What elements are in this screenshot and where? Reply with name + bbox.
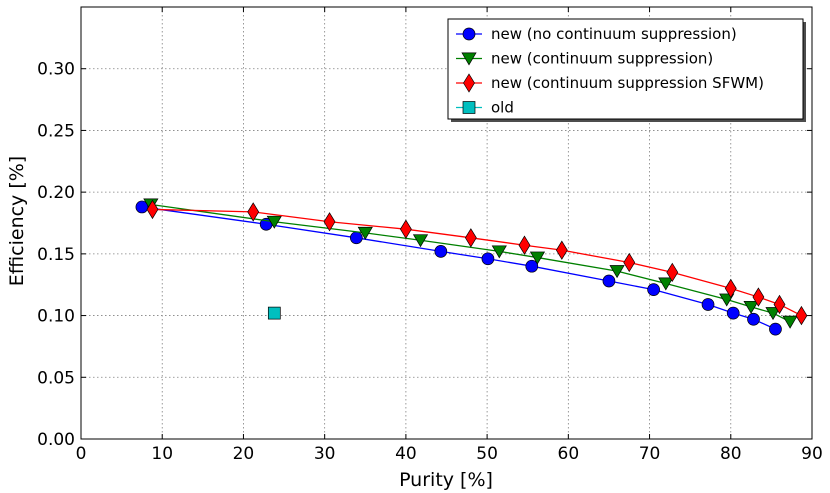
legend: new (no continuum suppression) new (conti… <box>447 18 806 122</box>
legend-label: new (continuum suppression SFWM) <box>491 74 764 92</box>
y-axis-title: Efficiency [%] <box>6 156 28 286</box>
data-point <box>747 312 760 326</box>
data-point <box>647 283 660 297</box>
series-3 <box>146 199 808 326</box>
data-point <box>743 300 759 314</box>
data-point <box>795 305 808 326</box>
y-tick-label: 0.15 <box>37 245 75 265</box>
series-1 <box>135 200 782 336</box>
data-point <box>769 322 782 336</box>
y-tick-label: 0.20 <box>37 183 75 203</box>
data-point <box>412 234 429 248</box>
series-4 <box>267 306 281 320</box>
data-point <box>765 307 781 321</box>
x-tick-label: 40 <box>395 444 417 464</box>
data-point <box>323 212 336 232</box>
x-tick-label: 80 <box>720 444 742 464</box>
legend-box <box>447 18 804 120</box>
x-axis-title: Purity [%] <box>399 469 493 491</box>
axis-ticks: 0 10 20 30 40 50 60 70 80 90 0.00 0.05 0.10 0.15 0.20 0… <box>37 7 823 464</box>
data-point <box>349 231 363 245</box>
data-point <box>726 306 740 320</box>
y-tick-label: 0.30 <box>37 60 75 80</box>
series-line <box>150 203 791 323</box>
legend-marker <box>462 101 476 114</box>
legend-entry: new (continuum suppression) <box>456 50 713 68</box>
data-point <box>773 294 786 315</box>
series-2 <box>143 198 798 329</box>
data-point <box>247 202 260 222</box>
data-point <box>602 274 616 288</box>
x-tick-label: 30 <box>314 444 336 464</box>
y-tick-label: 0.05 <box>37 368 75 388</box>
y-tick-label: 0.00 <box>37 430 75 450</box>
data-point <box>623 252 636 273</box>
legend-marker <box>461 52 477 66</box>
legend-label: old <box>491 99 514 117</box>
data-point <box>666 262 679 283</box>
data-point <box>357 226 373 240</box>
legend-entry: new (continuum suppression SFWM) <box>456 73 764 93</box>
x-tick-label: 90 <box>801 444 823 464</box>
data-point <box>146 199 159 220</box>
data-point <box>752 287 765 307</box>
data-point <box>464 228 477 248</box>
data-point <box>481 252 495 266</box>
y-tick-label: 0.10 <box>37 307 75 327</box>
data-point <box>491 245 507 259</box>
plot-area-frame <box>80 6 813 440</box>
series-line <box>141 206 776 330</box>
x-tick-label: 60 <box>558 444 580 464</box>
y-tick-label: 0.25 <box>37 121 75 141</box>
data-point <box>701 298 715 311</box>
legend-entry: new (no continuum suppression) <box>456 25 737 43</box>
x-tick-label: 20 <box>233 444 255 464</box>
x-tick-label: 0 <box>76 444 87 464</box>
data-point <box>609 265 625 279</box>
data-point <box>135 200 149 214</box>
x-tick-label: 10 <box>151 444 173 464</box>
legend-entry: old <box>456 99 514 117</box>
data-point <box>724 278 737 299</box>
x-tick-label: 70 <box>639 444 661 464</box>
series-layer <box>135 198 808 336</box>
data-point <box>529 251 546 265</box>
data-point <box>555 240 568 260</box>
data-point <box>525 259 539 273</box>
data-point <box>399 219 412 239</box>
legend-marker <box>462 27 476 41</box>
legend-label: new (no continuum suppression) <box>491 25 737 43</box>
legend-label: new (continuum suppression) <box>491 50 713 68</box>
data-point <box>518 235 531 255</box>
data-point <box>267 306 281 320</box>
data-point <box>434 245 448 258</box>
data-point <box>266 215 282 229</box>
legend-marker <box>463 73 475 93</box>
x-tick-label: 50 <box>476 444 498 464</box>
data-point <box>782 315 798 329</box>
data-point <box>658 277 674 291</box>
